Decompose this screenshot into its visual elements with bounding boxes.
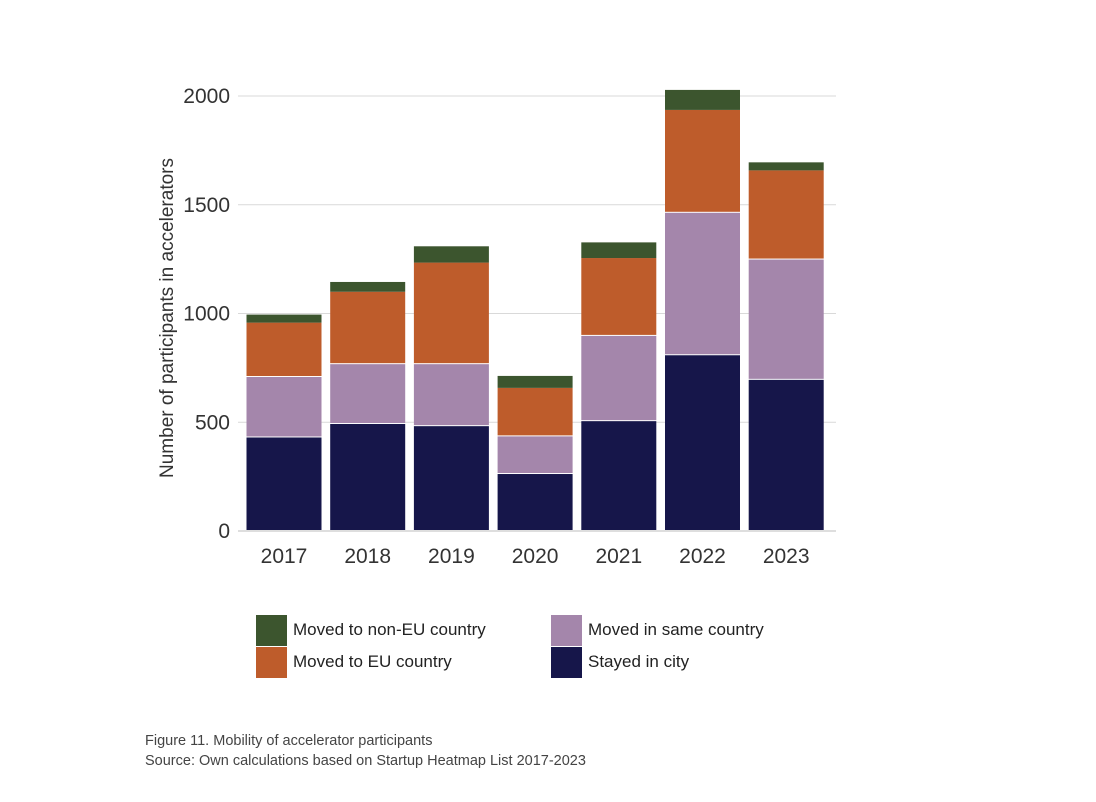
bar-segment: [246, 377, 322, 437]
bar-segment: [748, 170, 824, 259]
legend-label-stayed: Stayed in city: [588, 652, 690, 671]
bar-stacks: [246, 89, 824, 530]
figure-caption: Figure 11. Mobility of accelerator parti…: [145, 731, 586, 771]
bar-segment: [665, 89, 740, 110]
bar-segment: [748, 162, 824, 171]
bar-segment: [330, 281, 406, 292]
bar-segment: [413, 364, 489, 426]
caption-source: Source: Own calculations based on Startu…: [145, 753, 586, 769]
legend-label-non-eu: Moved to non-EU country: [293, 620, 486, 639]
legend-item-same-country: Moved in same country: [551, 614, 764, 646]
chart-legend: Moved to non-EU country Moved to EU coun…: [256, 614, 816, 680]
y-tick-label: 2000: [183, 85, 230, 108]
bar-segment: [581, 335, 657, 421]
legend-item-non-eu: Moved to non-EU country: [256, 614, 486, 646]
x-tick-label: 2023: [763, 545, 810, 568]
y-axis-label: Number of participants in accelerators: [157, 158, 178, 478]
y-tick-label: 1000: [183, 303, 230, 326]
x-tick-label: 2017: [261, 545, 308, 568]
x-tick-label: 2019: [428, 545, 475, 568]
bar-segment: [413, 246, 489, 263]
legend-swatch-stayed: [551, 646, 582, 678]
bar-segment: [413, 262, 489, 364]
x-tick-label: 2018: [344, 545, 391, 568]
legend-swatch-eu: [256, 646, 287, 678]
bar-segment: [246, 314, 322, 323]
y-tick-label: 500: [195, 411, 230, 434]
bar-segment: [330, 291, 406, 364]
bar-segment: [665, 355, 740, 530]
bar-segment: [497, 375, 573, 388]
bar-segment: [665, 212, 740, 355]
bar-segment: [330, 423, 406, 530]
bar-segment: [497, 387, 573, 436]
x-tick-label: 2020: [512, 545, 559, 568]
bar-segment: [497, 474, 573, 530]
y-tick-label: 1500: [183, 194, 230, 217]
bar-segment: [246, 437, 322, 530]
legend-swatch-same-country: [551, 614, 582, 646]
bar-segment: [748, 259, 824, 379]
bar-segment: [581, 242, 657, 259]
bar-segment: [665, 109, 740, 212]
bar-segment: [581, 421, 657, 530]
x-tick-label: 2022: [679, 545, 726, 568]
legend-item-stayed: Stayed in city: [551, 646, 689, 678]
caption-title: Figure 11. Mobility of accelerator parti…: [145, 733, 433, 749]
bar-segment: [246, 322, 322, 377]
legend-swatch-non-eu: [256, 614, 287, 646]
legend-label-same-country: Moved in same country: [588, 620, 764, 639]
bar-segment: [748, 379, 824, 530]
bar-segment: [330, 364, 406, 423]
axes: 0 500 1000 1500 2000 2017 2018 2019 2020 2021 2022…: [183, 85, 809, 568]
bar-segment: [497, 436, 573, 474]
bar-segment: [413, 426, 489, 530]
y-tick-label: 0: [218, 520, 230, 543]
x-tick-label: 2021: [595, 545, 642, 568]
stacked-bar-chart: 0 500 1000 1500 2000 2017 2018 2019 2020 2021 2022…: [157, 85, 836, 568]
legend-label-eu: Moved to EU country: [293, 652, 452, 671]
bar-segment: [581, 258, 657, 335]
legend-item-eu: Moved to EU country: [256, 646, 452, 678]
